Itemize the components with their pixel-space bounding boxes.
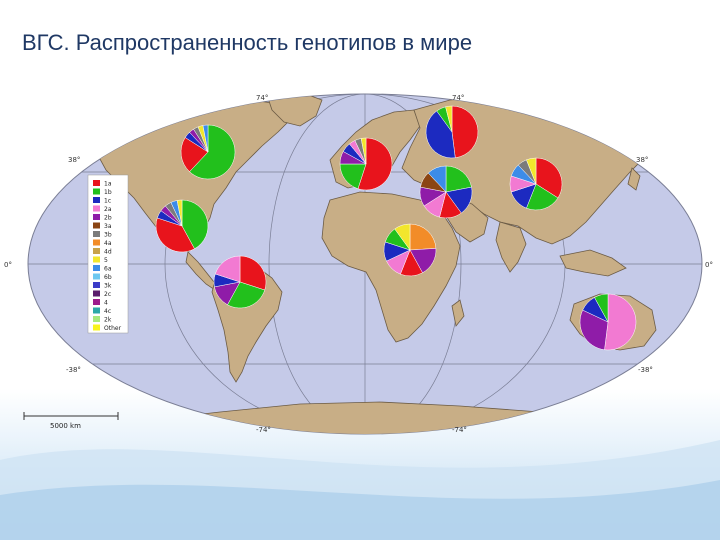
legend-label: 4c	[104, 308, 111, 315]
slide-title: ВГС. Распространенность генотипов в мире	[22, 30, 473, 55]
pie-slice	[579, 309, 609, 351]
pie-slice	[176, 199, 183, 227]
legend-swatch	[93, 239, 100, 246]
lat-label-bottom-left: -74°	[256, 426, 271, 434]
pie-slice	[594, 293, 609, 323]
pie-slice	[227, 281, 266, 309]
pie-western-europe	[339, 137, 393, 191]
pie-slice	[604, 293, 637, 351]
lat-label-top-left: 74°	[256, 94, 268, 102]
legend-label: 2c	[104, 291, 111, 298]
legend-label: 1b	[104, 189, 112, 196]
pie-slice	[360, 137, 367, 165]
legend-label: 1a	[104, 181, 112, 188]
legend-label: 4	[104, 300, 108, 307]
pie-russia	[425, 105, 479, 159]
scale-bar: 5000 km	[23, 412, 119, 430]
genotype-pies	[155, 105, 637, 351]
pie-north-america-south	[155, 199, 209, 253]
legend-swatch	[93, 282, 100, 288]
legend-label: 2k	[104, 317, 112, 324]
legend-label: 4d	[104, 249, 112, 256]
decorative-wave	[0, 440, 720, 540]
legend-swatch	[93, 273, 100, 280]
pie-slice	[425, 110, 456, 159]
legend-label: 3a	[104, 223, 112, 230]
legend-swatch	[93, 248, 100, 254]
pie-slice	[394, 223, 411, 251]
lat-label-lower-right: -38°	[638, 366, 653, 374]
legend-swatch	[93, 324, 100, 331]
legend-label: 2b	[104, 215, 112, 222]
legend-swatch	[93, 256, 100, 263]
pie-slice	[451, 105, 479, 159]
legend-swatch	[93, 214, 100, 220]
pie-middle-east	[419, 165, 473, 219]
pie-slice	[427, 165, 447, 193]
pie-slice	[202, 124, 209, 153]
lat-label-upper-right: 38°	[636, 156, 648, 164]
pie-slice	[445, 105, 453, 133]
pie-slice	[445, 165, 472, 193]
legend-label: 6a	[104, 266, 112, 273]
legend-label: 1c	[104, 198, 111, 205]
legend-swatch	[93, 299, 100, 305]
scale-bar-label: 5000 km	[50, 422, 81, 430]
lat-label-bottom-right: -74°	[452, 426, 467, 434]
legend-swatch	[93, 307, 100, 314]
pie-slice	[357, 137, 393, 191]
legend-swatch	[93, 231, 100, 237]
pie-slice	[409, 223, 437, 251]
lat-label-equator-left: 0°	[4, 261, 12, 269]
pie-australia	[579, 293, 637, 351]
lat-label-top-right: 74°	[452, 94, 464, 102]
pie-slice	[181, 199, 209, 250]
legend-label: 3k	[104, 283, 112, 290]
pie-south-america	[213, 255, 267, 309]
japan	[627, 167, 641, 191]
legend-label: 3b	[104, 232, 112, 239]
new-zealand	[669, 343, 683, 365]
southeast-asia-islands	[559, 249, 627, 277]
legend-label: 4a	[104, 240, 112, 247]
legend-swatch	[93, 290, 100, 297]
legend-swatch	[93, 205, 100, 212]
legend-swatch	[93, 197, 100, 203]
lat-label-upper-left: 38°	[68, 156, 80, 164]
legend-label: 2a	[104, 206, 112, 213]
legend-swatch	[93, 222, 100, 229]
pie-north-america-north	[180, 124, 236, 180]
madagascar	[451, 299, 465, 327]
pie-slice	[189, 124, 236, 180]
pie-central-africa	[383, 223, 437, 277]
legend-label: 6b	[104, 274, 112, 281]
legend-swatch	[93, 180, 100, 186]
pie-slice	[526, 157, 537, 185]
pie-slice	[526, 183, 559, 211]
pie-east-asia	[509, 157, 563, 211]
india	[495, 221, 527, 273]
pie-slice	[180, 137, 209, 173]
pie-slice	[214, 255, 241, 283]
lat-label-equator-right: 0°	[705, 261, 713, 269]
pie-slice	[155, 217, 195, 253]
legend-label: 5	[104, 257, 108, 264]
pie-slice	[239, 255, 267, 291]
legend-swatch	[93, 265, 100, 271]
legend-label: Other	[104, 325, 122, 332]
greenland	[267, 94, 323, 127]
legend-swatch	[93, 188, 100, 195]
legend-swatch	[93, 316, 100, 322]
lat-label-lower-left: -38°	[66, 366, 81, 374]
